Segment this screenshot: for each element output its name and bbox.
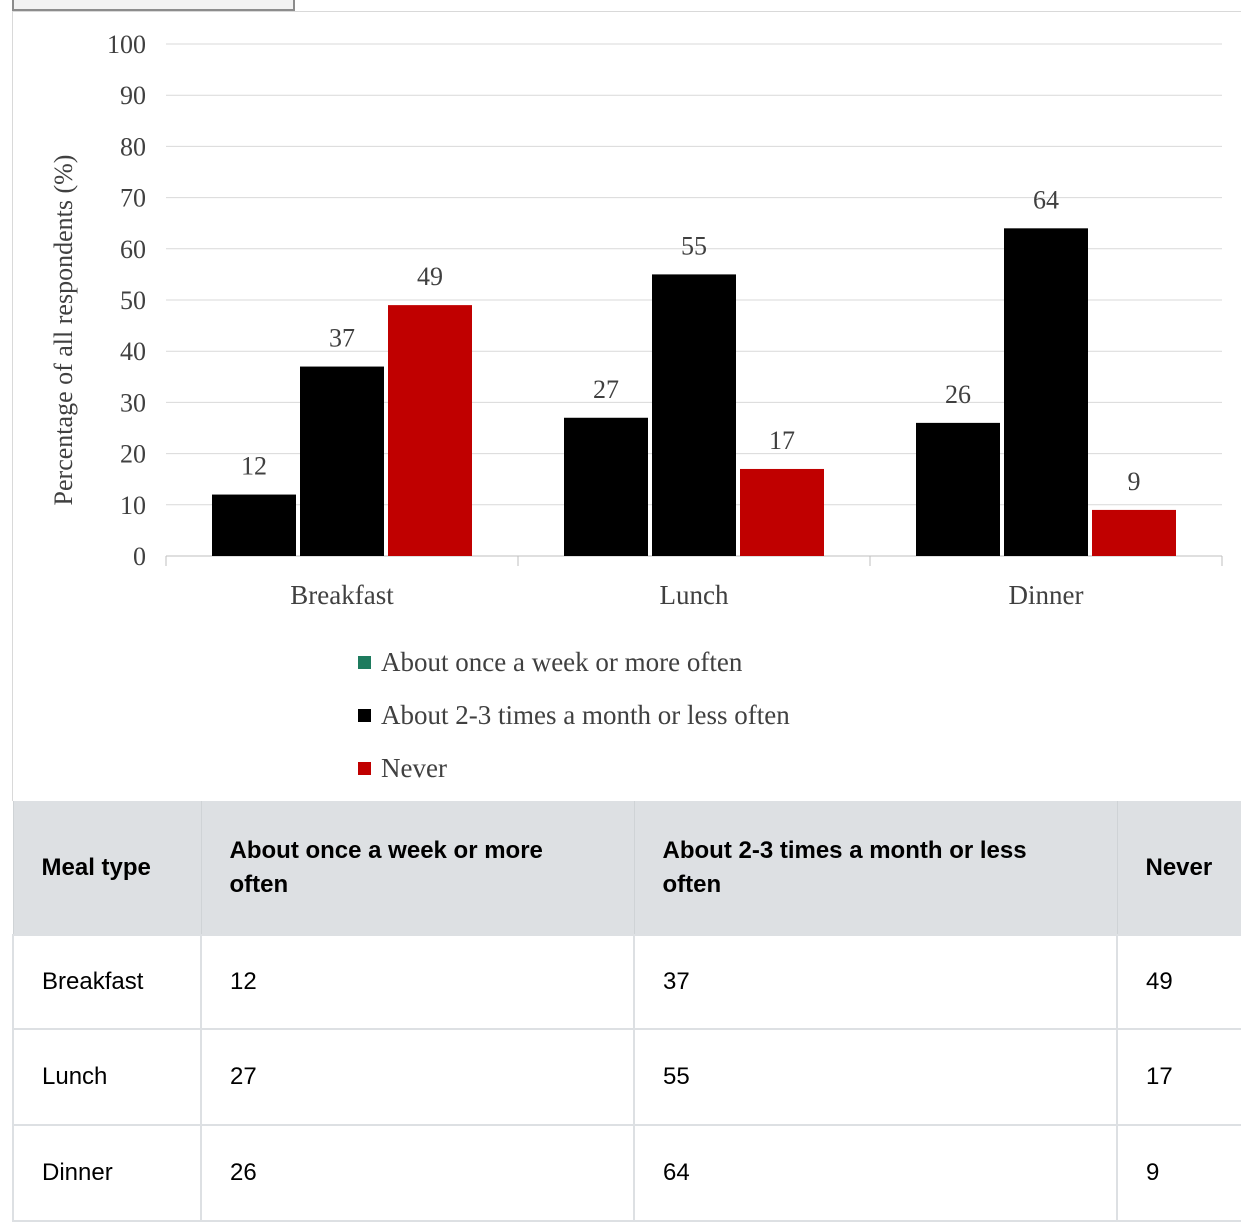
legend-item-monthly: About 2-3 times a month or less often xyxy=(358,689,1058,742)
bar xyxy=(300,366,384,556)
data-label: 55 xyxy=(681,231,707,260)
table-cell: 27 xyxy=(200,1028,635,1126)
table-cell: Breakfast xyxy=(12,934,202,1030)
y-tick-label: 40 xyxy=(120,337,146,366)
data-label: 12 xyxy=(241,452,267,481)
bar xyxy=(564,417,648,556)
x-category-label: Lunch xyxy=(660,580,729,610)
table-cell: 37 xyxy=(633,934,1118,1030)
bar xyxy=(212,494,296,556)
y-tick-label: 80 xyxy=(120,132,146,161)
y-tick-label: 10 xyxy=(120,491,146,520)
chart-legend: About once a week or more often About 2-… xyxy=(358,636,1058,795)
bar xyxy=(740,468,824,556)
frame-border-top xyxy=(12,11,1241,12)
frame-border-left xyxy=(12,11,13,801)
y-tick-label: 90 xyxy=(120,81,146,110)
legend-swatch-weekly xyxy=(358,656,371,669)
y-axis-label: Percentage of all respondents (%) xyxy=(49,155,78,506)
data-label: 27 xyxy=(593,375,619,404)
x-axis-categories: Breakfast Lunch Dinner xyxy=(290,580,1083,610)
y-tick-label: 50 xyxy=(120,286,146,315)
header-never: Never xyxy=(1116,801,1241,935)
bar xyxy=(1004,228,1088,556)
data-label: 37 xyxy=(329,324,355,353)
data-labels: 12 37 49 27 55 17 26 64 9 xyxy=(241,185,1141,496)
bars xyxy=(212,228,1176,556)
header-meal-type: Meal type xyxy=(12,801,201,935)
data-label: 26 xyxy=(945,380,971,409)
table-row: Breakfast 12 37 49 xyxy=(12,934,1241,1030)
data-label: 9 xyxy=(1128,467,1141,496)
bar xyxy=(388,305,472,556)
table-cell: 9 xyxy=(1116,1124,1241,1222)
table-cell: 49 xyxy=(1116,934,1241,1030)
table-cell: 17 xyxy=(1116,1028,1241,1126)
y-tick-label: 30 xyxy=(120,388,146,417)
legend-label-monthly: About 2-3 times a month or less often xyxy=(381,700,790,730)
header-monthly: About 2-3 times a month or less often xyxy=(633,801,1117,935)
legend-swatch-monthly xyxy=(358,709,371,722)
data-label: 17 xyxy=(769,426,795,455)
legend-label-weekly: About once a week or more often xyxy=(381,647,743,677)
y-tick-label: 100 xyxy=(107,30,146,59)
bar xyxy=(916,422,1000,556)
table-cell: 12 xyxy=(200,934,635,1030)
table-cell: 64 xyxy=(633,1124,1118,1222)
legend-label-never: Never xyxy=(381,753,447,783)
table-header-row: Meal type About once a week or more ofte… xyxy=(12,801,1241,935)
header-weekly: About once a week or more often xyxy=(200,801,634,935)
y-tick-label: 60 xyxy=(120,235,146,264)
y-tick-label: 0 xyxy=(133,542,146,571)
x-category-label: Breakfast xyxy=(290,580,394,610)
y-tick-label: 70 xyxy=(120,184,146,213)
table-row: Dinner 26 64 9 xyxy=(12,1124,1241,1222)
bar xyxy=(652,274,736,556)
table-cell: 55 xyxy=(633,1028,1118,1126)
data-label: 49 xyxy=(417,262,443,291)
table-cell: Dinner xyxy=(12,1124,202,1222)
y-axis-ticks: 0 10 20 30 40 50 60 70 80 90 100 xyxy=(107,30,146,571)
table-cell: Lunch xyxy=(12,1028,202,1126)
legend-swatch-never xyxy=(358,762,371,775)
y-tick-label: 20 xyxy=(120,440,146,469)
x-category-label: Dinner xyxy=(1009,580,1084,610)
data-label: 64 xyxy=(1033,185,1059,214)
data-table: Meal type About once a week or more ofte… xyxy=(12,801,1241,1222)
table-cell: 26 xyxy=(200,1124,635,1222)
legend-item-weekly: About once a week or more often xyxy=(358,636,1058,689)
top-tab xyxy=(12,0,295,11)
legend-item-never: Never xyxy=(358,742,1058,795)
bar xyxy=(1092,509,1176,556)
bar-chart: 0 10 20 30 40 50 60 70 80 90 100 12 37 49 27 55 17 26 64 9… xyxy=(49,30,1223,610)
table-row: Lunch 27 55 17 xyxy=(12,1028,1241,1126)
